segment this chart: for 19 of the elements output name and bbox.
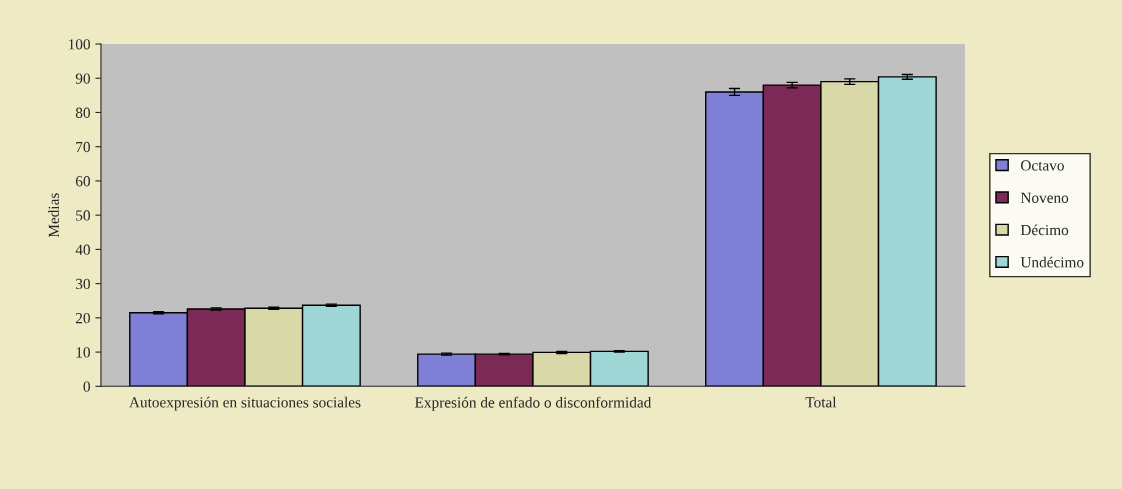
y-tick-label: 30	[76, 278, 90, 290]
y-tick-label: 50	[76, 210, 90, 221]
x-tick-label: Autoexpresión en situaciones sociales	[129, 396, 361, 411]
y-tick-label: 40	[75, 244, 90, 255]
legend-label: Décimo	[1020, 224, 1069, 236]
y-tick-label: 100	[68, 39, 90, 50]
y-tick-label: 70	[76, 141, 90, 153]
y-tick-label: 10	[76, 347, 90, 358]
y-tick-label: 90	[75, 73, 90, 84]
x-tick-label: Total	[805, 396, 837, 408]
y-tick-label: 20	[75, 312, 90, 324]
legend-label: Noveno	[1020, 192, 1069, 203]
legend-label: Octavo	[1021, 160, 1064, 171]
y-axis-title: Medias	[48, 193, 59, 238]
y-tick-label: 0	[83, 381, 90, 392]
x-tick-label: Expresión de enfado o disconformidad	[415, 396, 652, 411]
legend-label: Undécimo	[1020, 256, 1084, 268]
y-tick-label: 80	[75, 107, 90, 118]
y-tick-label: 60	[75, 176, 90, 187]
